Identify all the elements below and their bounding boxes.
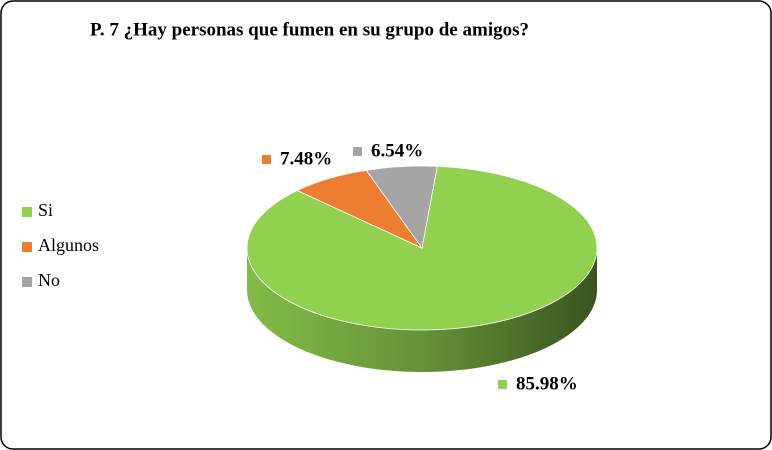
legend-key	[22, 277, 32, 287]
data-label-key	[498, 380, 507, 389]
legend-label: Algunos	[38, 235, 99, 255]
legend-label: Si	[38, 200, 53, 220]
legend-key	[22, 207, 32, 217]
data-label: 7.48%	[280, 148, 332, 169]
data-label-key	[262, 155, 271, 164]
data-label: 85.98%	[516, 373, 578, 394]
legend-key	[22, 242, 32, 252]
data-label-key	[353, 147, 362, 156]
chart-title: P. 7 ¿Hay personas que fumen en su grupo…	[90, 19, 529, 40]
data-label: 6.54%	[371, 140, 423, 161]
slice	[365, 165, 438, 249]
legend-label: No	[38, 270, 60, 290]
slice-side-shade	[247, 248, 597, 372]
